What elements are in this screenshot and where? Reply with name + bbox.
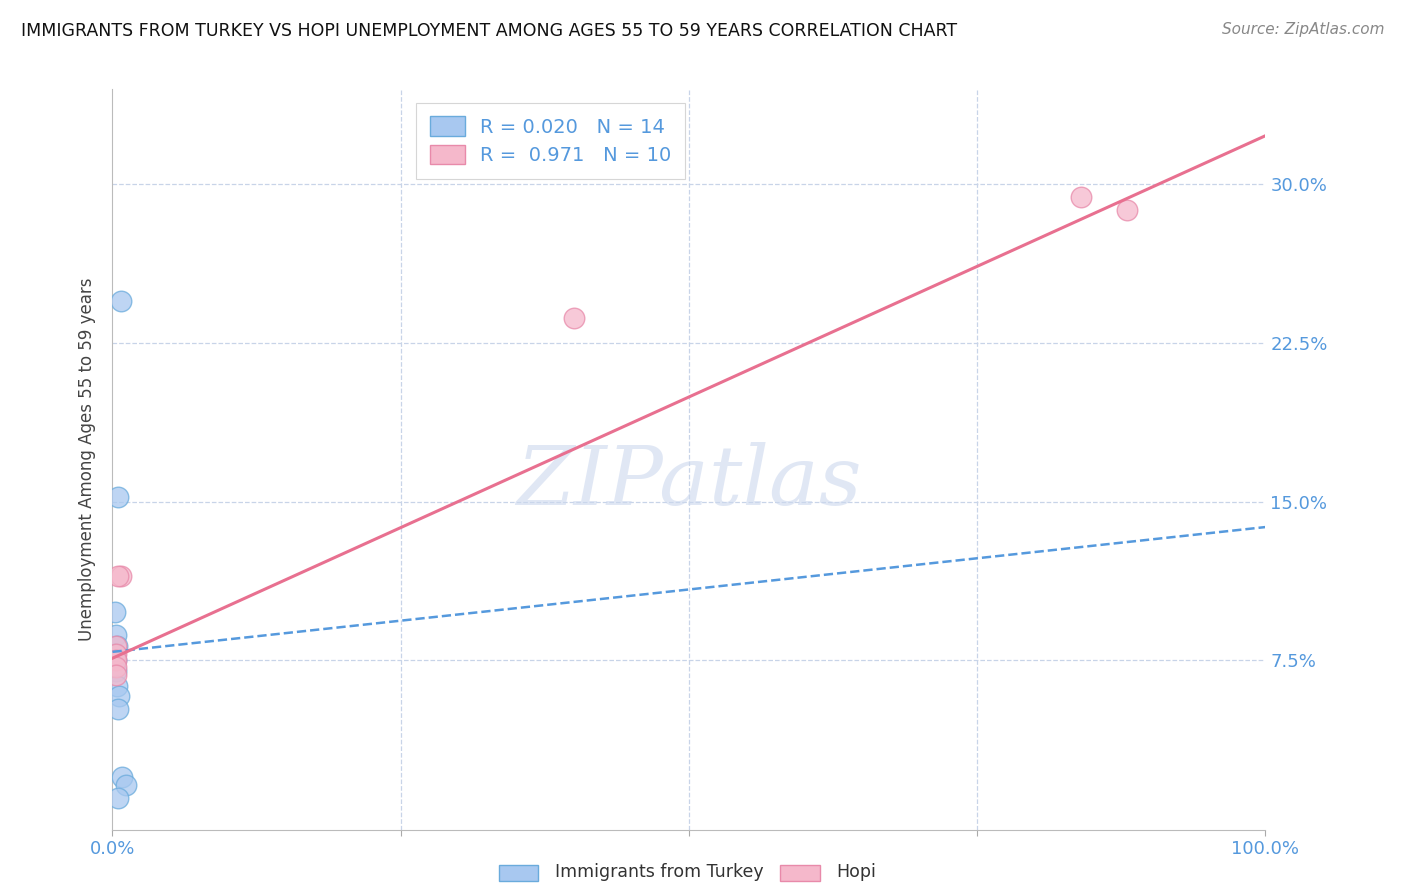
Point	[104, 605, 127, 619]
Point	[562, 310, 585, 325]
Text: Hopi: Hopi	[837, 863, 876, 881]
Y-axis label: Unemployment Among Ages 55 to 59 years: Unemployment Among Ages 55 to 59 years	[77, 277, 96, 641]
Point	[104, 639, 127, 653]
Point	[108, 690, 131, 704]
Point	[104, 628, 127, 642]
Point	[104, 653, 127, 667]
Text: IMMIGRANTS FROM TURKEY VS HOPI UNEMPLOYMENT AMONG AGES 55 TO 59 YEARS CORRELATIO: IMMIGRANTS FROM TURKEY VS HOPI UNEMPLOYM…	[21, 22, 957, 40]
Point	[105, 639, 128, 653]
Point	[107, 702, 129, 716]
Point	[104, 647, 127, 661]
Point	[1070, 190, 1092, 204]
Point	[1116, 202, 1139, 217]
Point	[115, 778, 138, 792]
Point	[107, 568, 129, 582]
Point	[104, 653, 127, 667]
Text: ZIPatlas: ZIPatlas	[516, 442, 862, 522]
Point	[107, 491, 129, 505]
Point	[104, 659, 127, 673]
Point	[110, 568, 132, 582]
Point	[105, 679, 128, 693]
Text: Immigrants from Turkey: Immigrants from Turkey	[555, 863, 763, 881]
Text: Source: ZipAtlas.com: Source: ZipAtlas.com	[1222, 22, 1385, 37]
Point	[110, 293, 132, 308]
Point	[104, 668, 127, 682]
Point	[107, 790, 129, 805]
Point	[104, 664, 127, 678]
Point	[111, 770, 134, 784]
Legend: R = 0.020   N = 14, R =  0.971   N = 10: R = 0.020 N = 14, R = 0.971 N = 10	[416, 103, 685, 178]
Point	[104, 647, 127, 661]
